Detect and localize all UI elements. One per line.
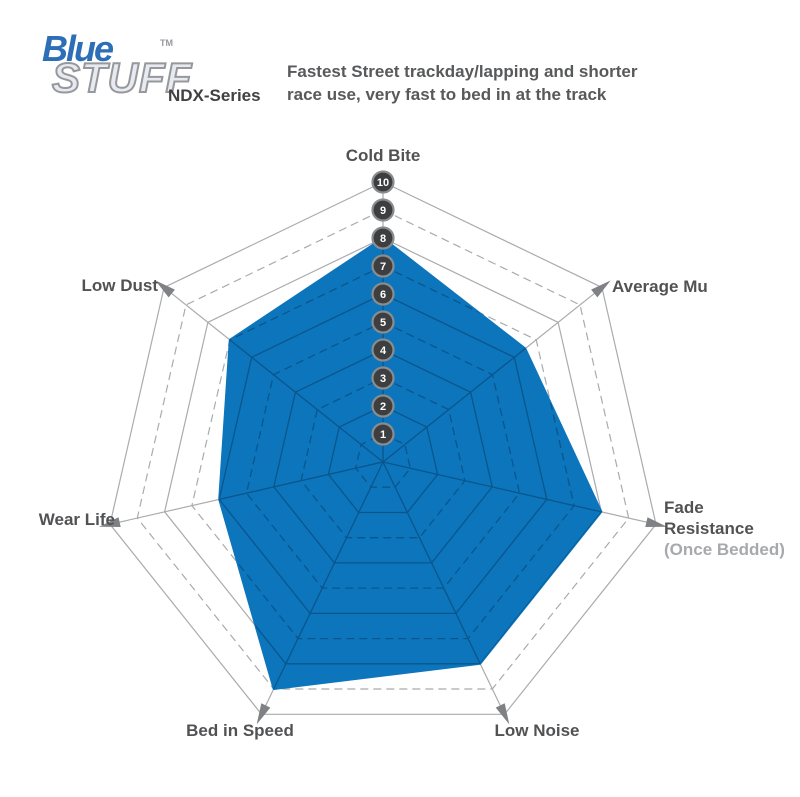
axis-spoke-6: [219, 286, 384, 463]
logo-word-stuff: STUFF: [51, 53, 193, 102]
data-polygon: [218, 237, 603, 690]
scale-badge-7: [371, 254, 395, 278]
axis-label-cold-bite: Cold Bite: [345, 146, 421, 165]
scale-badge-1: [371, 422, 395, 446]
scale-badge-8: [371, 226, 395, 250]
axis-arrow-6: [155, 280, 175, 298]
axis-arrow-3: [495, 703, 510, 725]
axis-spoke-5: [219, 461, 384, 525]
axis-label-average-mu: Average Mu: [612, 277, 708, 296]
scale-badge-10: [371, 170, 395, 194]
axis-arrow-5: [99, 517, 121, 527]
scale-badge-2: [371, 394, 395, 418]
axis-arrow-4: [256, 703, 271, 725]
grid-ring-3: [300, 377, 466, 539]
scale-badge-9: [371, 198, 395, 222]
grid-ring-5: [245, 321, 521, 589]
axis-arrow-1: [591, 280, 611, 298]
scale-badge-6: [371, 282, 395, 306]
grid-ring-4: [273, 349, 493, 564]
product-description: Fastest Street trackday/lapping and shor…: [287, 60, 638, 106]
scale-badge-5: [371, 310, 395, 334]
scale-badge-number-3: 3: [380, 373, 386, 385]
axis-spoke-2: [382, 461, 602, 525]
grid-ring-7: [191, 265, 575, 640]
scale-badge-number-6: 6: [380, 289, 386, 301]
grid-ring-6: [219, 293, 548, 615]
scale-badge-number-4: 4: [380, 345, 387, 357]
scale-badge-number-1: 1: [380, 429, 386, 441]
scale-badge-number-2: 2: [380, 401, 386, 413]
grid-ring-9: [136, 209, 630, 690]
scale-badge-number-5: 5: [380, 317, 386, 329]
logo-word-blue: Blue: [42, 28, 114, 69]
fade-resistance-line-1: Fade: [664, 498, 704, 517]
logo-series-name: NDX-Series: [168, 86, 261, 105]
scale-badges: 1 2 3 4 5 6 7 8 9 10: [371, 170, 395, 446]
description-line-1: Fastest Street trackday/lapping and shor…: [287, 62, 638, 81]
axis-label-low-dust: Low Dust: [81, 276, 159, 295]
bluestuff-logo: Blue TM STUFF NDX-Series: [38, 28, 298, 113]
axis-arrow-2: [645, 517, 667, 527]
scale-badge-4: [371, 338, 395, 362]
grid-ring-1: [354, 433, 412, 488]
scale-badge-number-9: 9: [380, 205, 386, 217]
axis-label-fade-resistance: Fade Resistance (Once Bedded): [664, 497, 785, 560]
axis-label-low-noise: Low Noise: [494, 721, 580, 740]
scale-badge-number-7: 7: [380, 261, 386, 273]
fade-resistance-subnote: (Once Bedded): [664, 540, 785, 559]
grid-ring-10: [109, 181, 657, 715]
grid-ring-2: [327, 405, 439, 514]
scale-badge-number-8: 8: [380, 233, 386, 245]
fade-resistance-line-2: Resistance: [664, 519, 754, 538]
trademark-symbol: TM: [160, 38, 173, 48]
axis-label-bed-in-speed: Bed in Speed: [186, 721, 294, 740]
scale-badge-number-10: 10: [377, 177, 389, 189]
axis-label-wear-life: Wear Life: [38, 510, 115, 529]
axis-spoke-4: [260, 461, 384, 689]
description-line-2: race use, very fast to bed in at the tra…: [287, 85, 607, 104]
scale-badge-3: [371, 366, 395, 390]
